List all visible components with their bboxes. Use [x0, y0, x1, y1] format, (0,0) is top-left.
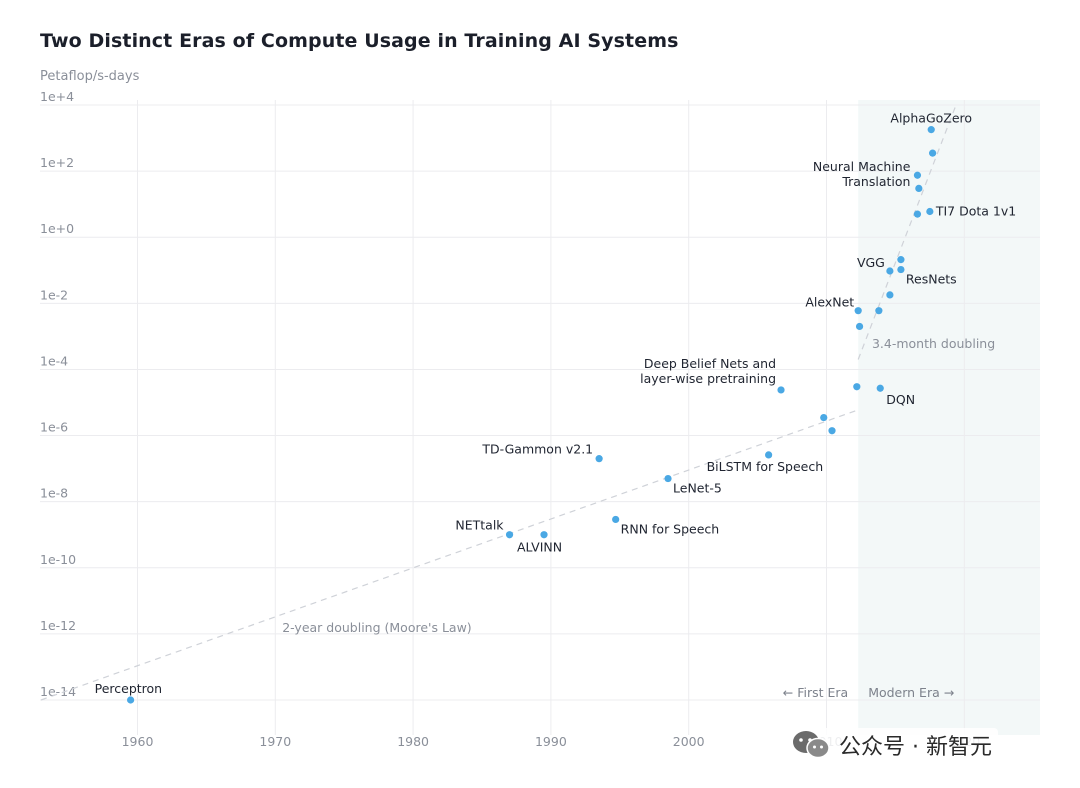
watermark-text: 公众号 · 新智元 — [839, 735, 992, 760]
y-tick-label: 1e-10 — [40, 552, 76, 567]
point-label: DQN — [886, 392, 915, 407]
data-point — [926, 207, 934, 216]
trend-line — [857, 104, 957, 360]
data-points — [127, 126, 937, 704]
data-point — [897, 265, 905, 274]
data-point — [505, 531, 514, 539]
data-point — [929, 149, 937, 157]
point-label: NETtalk — [455, 518, 504, 533]
data-point — [875, 307, 883, 315]
y-axis-label: Petaflop/s-days — [40, 69, 140, 84]
point-label: Deep Belief Nets and layer-wise pretraini… — [640, 356, 776, 386]
grid-lines — [40, 100, 1040, 735]
y-tick-label: 1e+4 — [40, 89, 74, 104]
trend-line — [40, 409, 859, 701]
y-tick-label: 1e-4 — [40, 353, 68, 368]
y-tick-label: 1e-8 — [40, 486, 68, 501]
x-tick-label: 1960 — [122, 734, 154, 749]
point-label: TI7 Dota 1v1 — [935, 204, 1016, 219]
point-labels: Perceptron NETtalk ALVINN TD-Gammon v2.1 RNN… — [95, 111, 1017, 696]
data-point — [886, 291, 894, 299]
data-point — [855, 322, 864, 331]
y-tick-label: 1e+2 — [40, 155, 74, 170]
data-point — [854, 307, 862, 315]
point-label: TD-Gammon v2.1 — [481, 442, 593, 457]
trend-label: 2-year doubling (Moore's Law) — [282, 620, 471, 635]
point-label: ALVINN — [517, 540, 562, 555]
y-tick-label: 1e-12 — [40, 618, 76, 633]
first-era-label: ← First Era — [783, 685, 848, 700]
data-point — [828, 427, 836, 435]
data-point — [913, 171, 922, 179]
y-axis-ticks: 1e+4 1e+2 1e+0 1e-2 1e-4 1e-6 1e-8 1e-10 1e-12 1e… — [40, 89, 76, 699]
data-point — [897, 256, 905, 264]
data-point — [915, 184, 923, 192]
data-point — [765, 451, 773, 459]
data-point — [886, 267, 894, 275]
wechat-icon — [793, 731, 830, 759]
x-tick-label: 2000 — [673, 734, 705, 749]
data-point — [820, 413, 828, 422]
data-point — [853, 383, 861, 391]
point-label: LeNet-5 — [673, 481, 722, 496]
data-point — [127, 696, 135, 704]
y-tick-label: 1e+0 — [40, 221, 74, 236]
data-point — [876, 384, 884, 392]
trend-lines: 2-year doubling (Moore's Law) 3.4-month d… — [40, 104, 995, 701]
data-point — [927, 126, 935, 134]
data-point — [664, 474, 672, 483]
era-labels: ← First Era Modern Era → — [783, 685, 954, 700]
y-tick-label: 1e-14 — [40, 684, 76, 699]
modern-era-label: Modern Era → — [868, 685, 954, 700]
point-label: ResNets — [906, 272, 957, 287]
modern-era-background — [858, 100, 1040, 735]
point-label: AlexNet — [805, 295, 854, 310]
data-point — [540, 531, 548, 539]
y-tick-label: 1e-6 — [40, 420, 68, 435]
data-point — [612, 515, 620, 524]
x-tick-label: 1990 — [535, 734, 567, 749]
watermark: 公众号 · 新智元 — [785, 728, 998, 762]
point-label: RNN for Speech — [621, 521, 720, 536]
data-point — [913, 210, 922, 218]
x-tick-label: 1970 — [259, 734, 291, 749]
chart-title: Two Distinct Eras of Compute Usage in Tr… — [40, 30, 679, 52]
data-point — [595, 455, 603, 463]
point-label: BiLSTM for Speech — [707, 459, 824, 474]
point-label: Neural Machine Translation — [813, 159, 911, 189]
y-tick-label: 1e-2 — [40, 287, 68, 302]
data-point — [777, 386, 785, 394]
point-label: AlphaGoZero — [890, 111, 972, 126]
x-tick-label: 1980 — [397, 734, 429, 749]
trend-label: 3.4-month doubling — [872, 336, 995, 351]
point-label: Perceptron — [95, 681, 162, 696]
point-label: VGG — [857, 255, 885, 270]
